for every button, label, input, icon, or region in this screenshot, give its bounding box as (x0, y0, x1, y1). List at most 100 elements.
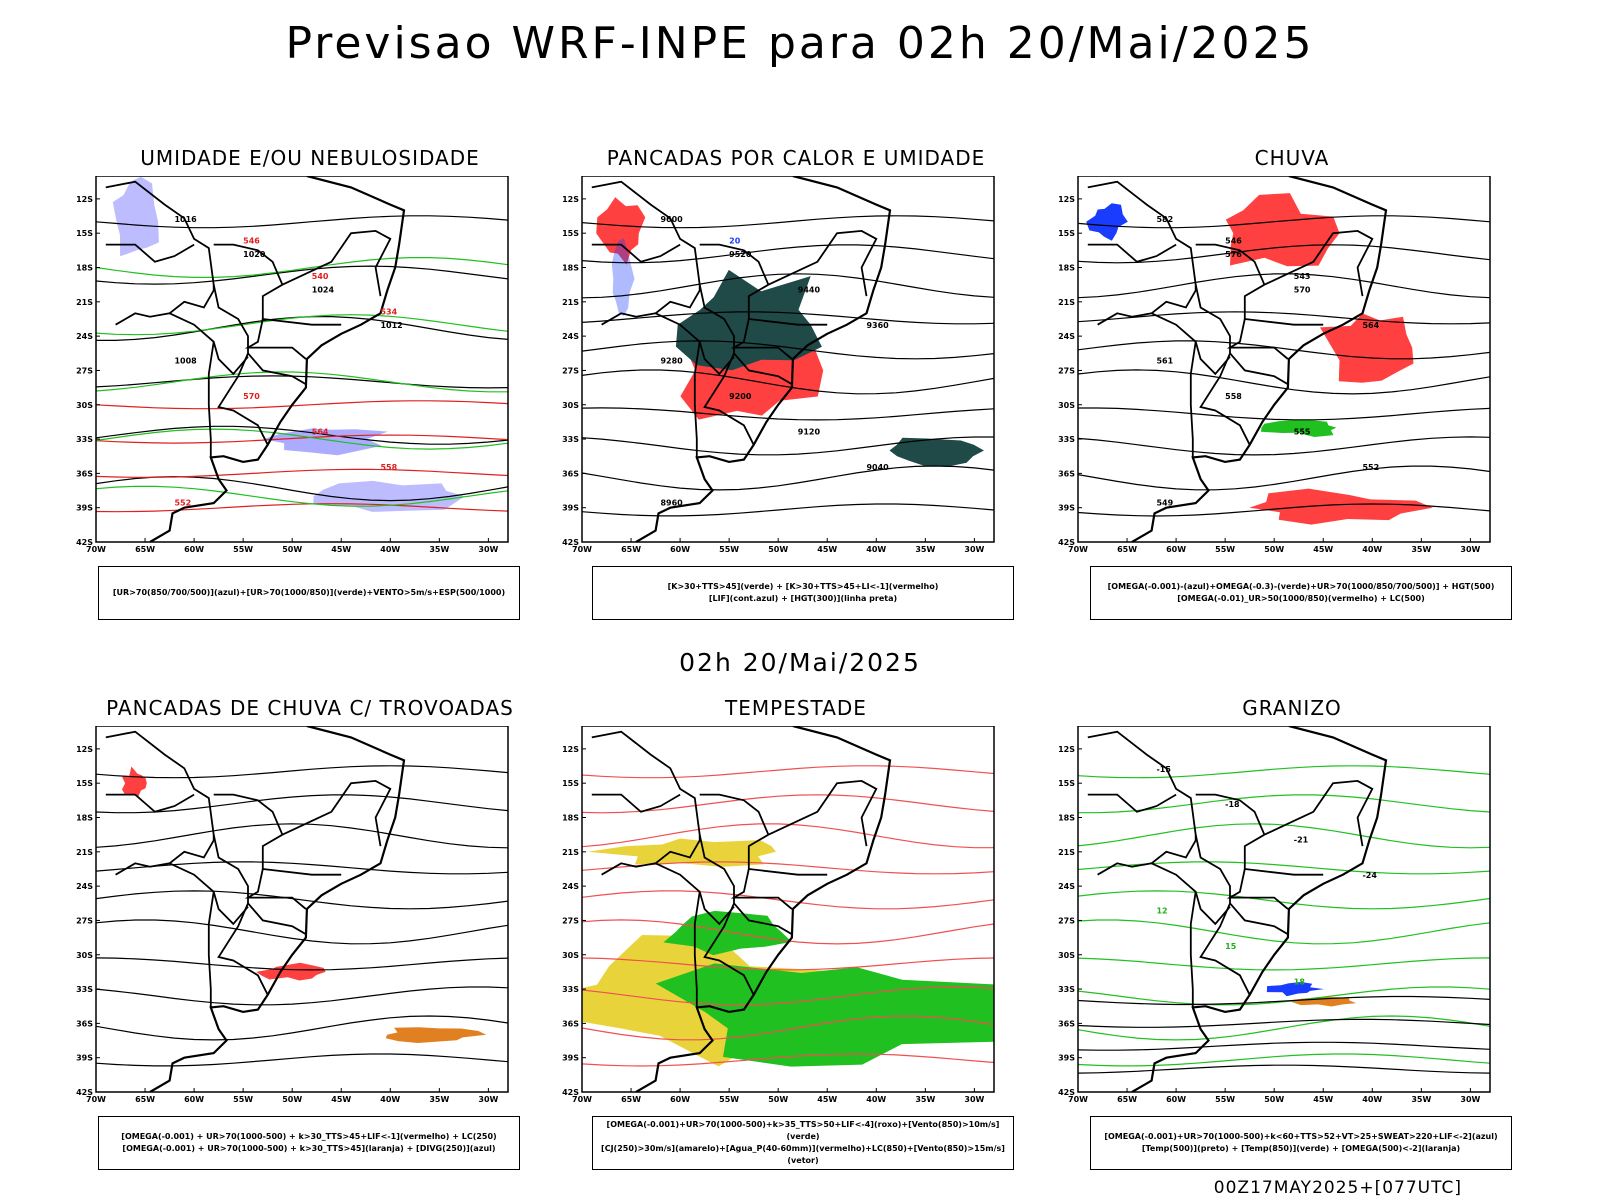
border (282, 229, 392, 297)
border (655, 312, 735, 376)
lon-tick-label: 40W (866, 1095, 886, 1104)
lat-tick-label: 12S (76, 745, 93, 754)
panel-title: PANCADAS DE CHUVA C/ TROVOADAS (106, 696, 514, 720)
legend-line: [OMEGA(-0.001) + UR>70(1000-500) + k>30_… (121, 1132, 497, 1141)
border (768, 779, 878, 847)
border (1226, 868, 1289, 910)
contour-label: 1012 (380, 321, 402, 330)
map-canvas: -15 -18 -21 -24 12 15 18 12S 15S 18S 21S 24S 27S 30S 3… (1058, 726, 1491, 1104)
shaded-field (385, 1027, 487, 1043)
coastline (149, 726, 406, 1092)
lon-tick-label: 30W (1460, 1095, 1480, 1104)
isoline (1078, 890, 1490, 910)
legend-line: [OMEGA(-0.001)+UR>70(1000-500)+k>35_TTS>… (606, 1120, 1000, 1141)
lat-tick-label: 42S (1058, 1088, 1075, 1097)
shaded-field (256, 962, 326, 981)
shaded-field (1320, 313, 1414, 383)
lon-tick-label: 70W (1068, 1095, 1088, 1104)
isoline (96, 986, 508, 1006)
border (115, 862, 170, 876)
lon-tick-label: 55W (233, 545, 253, 554)
lon-tick-label: 55W (719, 545, 739, 554)
contour-label: 534 (380, 307, 397, 316)
border (693, 341, 701, 458)
border (1151, 284, 1197, 315)
border (105, 730, 269, 996)
border (213, 243, 284, 286)
lat-tick-label: 30S (1058, 401, 1075, 410)
isoline (582, 765, 994, 779)
contour-label: 20 (729, 236, 741, 245)
contour-label: 15 (1225, 942, 1237, 951)
panel-title: PANCADAS POR CALOR E UMIDADE (606, 146, 986, 170)
isoline (96, 861, 508, 875)
isoline-dashed (96, 503, 508, 513)
isoline (582, 890, 994, 910)
legend-line: [Temp(500)](preto) + [Temp(850)](verde) … (1141, 1144, 1461, 1153)
isoline (1078, 436, 1490, 456)
contour-label: 558 (1225, 392, 1242, 401)
lat-tick-label: 36S (1058, 1019, 1075, 1028)
lon-tick-label: 45W (1313, 1095, 1333, 1104)
lat-tick-label: 24S (562, 882, 579, 891)
lon-tick-label: 65W (1117, 1095, 1137, 1104)
border (655, 284, 701, 315)
isoline (582, 986, 994, 1006)
panel-title: UMIDADE E/OU NEBULOSIDADE (140, 146, 480, 170)
contour-label: 1024 (312, 286, 335, 295)
lon-tick-label: 70W (86, 1095, 106, 1104)
lat-tick-label: 15S (1058, 229, 1075, 238)
map-chuva: 582 576 570 564 561 558 555 552 549 546 543 12S 15S 1… (1052, 176, 1532, 586)
shaded-field (1086, 203, 1128, 241)
isoline (96, 765, 508, 779)
isoline (96, 375, 508, 389)
map-layers: 9600 9520 9440 9360 9280 9200 9120 9040 8960 20 (582, 176, 994, 542)
border (1189, 341, 1197, 458)
lon-tick-label: 40W (866, 545, 886, 554)
map-frame (95, 176, 509, 543)
contour-label: 1016 (174, 215, 197, 224)
lat-tick-label: 18S (76, 814, 93, 823)
lat-tick-label: 39S (76, 504, 93, 513)
lon-tick-label: 35W (915, 1095, 935, 1104)
lon-tick-label: 60W (670, 545, 690, 554)
lon-tick-label: 30W (1460, 545, 1480, 554)
lat-tick-label: 24S (1058, 882, 1075, 891)
lon-tick-label: 45W (331, 545, 351, 554)
shaded-field (1249, 488, 1433, 525)
forecast-subtitle: 02h 20/Mai/2025 (679, 648, 921, 677)
lon-tick-label: 60W (184, 545, 204, 554)
lat-tick-label: 33S (76, 435, 93, 444)
map-layers: -15 -18 -21 -24 12 15 18 (1078, 726, 1490, 1092)
lat-tick-label: 15S (76, 229, 93, 238)
shaded-field (112, 176, 159, 257)
lat-tick-label: 33S (1058, 985, 1075, 994)
contour-label: 9280 (660, 357, 683, 366)
lat-tick-label: 15S (76, 779, 93, 788)
legend-trovoadas: [OMEGA(-0.001) + UR>70(1000-500) + k>30_… (98, 1116, 520, 1170)
lat-tick-label: 39S (562, 504, 579, 513)
border (655, 834, 701, 865)
lat-tick-label: 42S (76, 538, 93, 547)
lon-tick-label: 65W (135, 1095, 155, 1104)
lon-tick-label: 65W (135, 545, 155, 554)
border (591, 180, 755, 446)
map-frame (95, 726, 509, 1093)
lat-tick-label: 24S (76, 882, 93, 891)
legend-line: [K>30+TTS>45](verde) + [K>30+TTS>45+LI<-… (667, 582, 939, 591)
border (169, 834, 215, 865)
isoline (582, 273, 994, 299)
map-tempestade: 12S 15S 18S 21S 24S 27S 30S 33S 36S 39S 42S 70W 65W 6… (556, 726, 1036, 1136)
shaded-field (1261, 420, 1337, 437)
border (244, 868, 307, 910)
border (115, 312, 170, 326)
contour-label: -18 (1225, 800, 1240, 809)
isoline (1078, 407, 1490, 421)
contour-label: 552 (1362, 463, 1379, 472)
contour-label: 570 (243, 392, 260, 401)
lat-tick-label: 36S (562, 469, 579, 478)
border (1087, 180, 1251, 446)
shaded-field (596, 197, 646, 265)
isoline (582, 1015, 994, 1041)
border (1097, 312, 1152, 326)
